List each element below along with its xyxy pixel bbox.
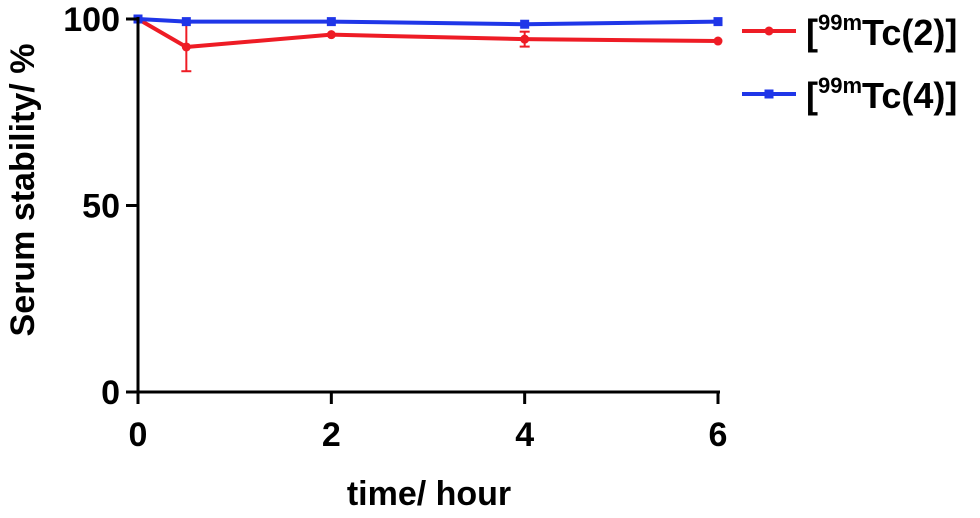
y-tick-label: 0 (101, 374, 120, 412)
legend-swatch-marker (764, 26, 774, 36)
data-point (181, 42, 191, 52)
legend-label: [99mTc(2)] (806, 10, 957, 53)
ticks-layer: 0 2 4 6 0 50 100 (63, 1, 727, 454)
x-tick-label: 2 (322, 416, 341, 454)
legend-label: [99mTc(4)] (806, 73, 957, 116)
x-tick-label: 0 (129, 416, 148, 454)
series-2 (133, 14, 723, 29)
data-point (326, 30, 336, 40)
data-point (713, 36, 723, 46)
data-point (326, 17, 336, 27)
data-point (181, 17, 191, 27)
legend-item: [99mTc(2)] (742, 10, 957, 53)
y-axis-title: Serum stability/ % (4, 44, 42, 337)
axes-layer (136, 17, 720, 394)
legend-swatch-marker (764, 89, 774, 99)
series-line (137, 17, 719, 27)
series-layer (133, 14, 723, 73)
data-point (520, 34, 530, 44)
x-tick-label: 4 (515, 416, 534, 454)
legend: [99mTc(2)] [99mTc(4)] (742, 10, 957, 116)
y-tick-label: 50 (82, 188, 120, 226)
data-point (713, 17, 723, 27)
legend-item: [99mTc(4)] (742, 73, 957, 116)
data-point (520, 19, 530, 29)
y-tick-label: 100 (63, 1, 120, 39)
series-1 (133, 14, 723, 73)
x-tick-label: 6 (709, 416, 728, 454)
x-axis-title: time/ hour (347, 475, 511, 513)
